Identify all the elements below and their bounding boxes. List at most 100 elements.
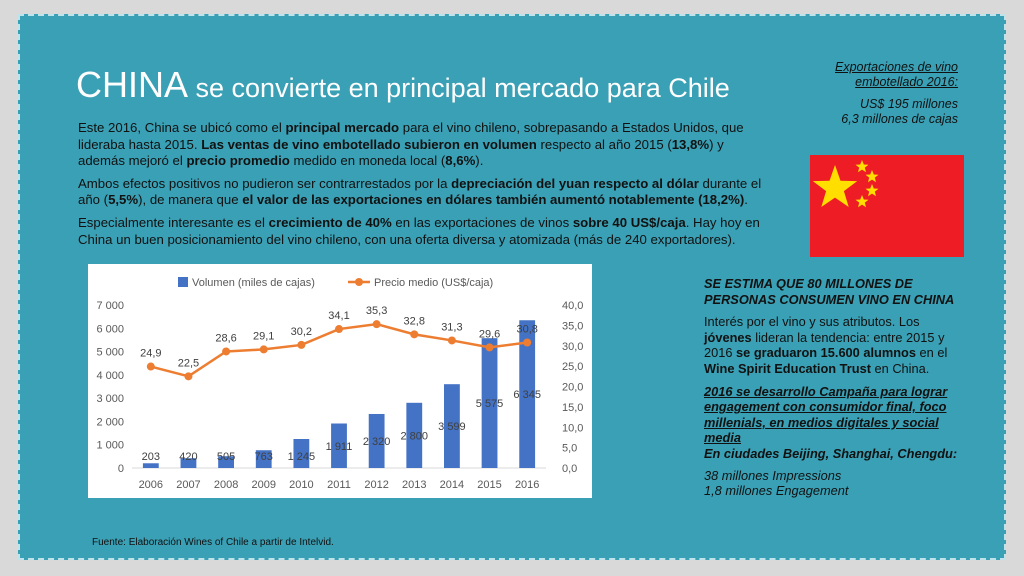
text-run: Las ventas de vino embotellado subieron … xyxy=(201,136,537,152)
body-paragraph-3: Especialmente interesante es el crecimie… xyxy=(78,215,768,248)
legend-marker-precio xyxy=(355,278,363,286)
text-run: crecimiento de 40% xyxy=(268,214,392,230)
text-run: para el vino chileno, sobrepasando a Est… xyxy=(78,120,744,152)
text-run: precio promedio xyxy=(186,153,290,169)
bar-data-label: 763 xyxy=(255,451,273,463)
export-cases: 6,3 millones de cajas xyxy=(841,112,958,126)
point-precio xyxy=(372,320,381,329)
x-tick-label: 2015 xyxy=(477,479,501,491)
text-run: durante el año ( xyxy=(78,175,762,208)
bar-data-label: 5 575 xyxy=(476,398,504,410)
y2-tick-label: 25,0 xyxy=(562,361,583,373)
y2-tick-label: 5,0 xyxy=(562,443,577,455)
line-data-label: 30,2 xyxy=(291,326,312,338)
bar-volumen xyxy=(368,413,385,468)
text-run: Ambos efectos positivos no pudieron ser … xyxy=(78,175,452,191)
chart-container: Volumen (miles de cajas) Precio medio (U… xyxy=(88,264,592,498)
bar-data-label: 3 599 xyxy=(438,421,466,433)
campaign-text: 2016 se desarrollo Campaña para lograr e… xyxy=(704,383,948,446)
y-tick-label: 1 000 xyxy=(96,440,124,452)
y-tick-label: 3 000 xyxy=(96,393,124,405)
point-precio xyxy=(335,325,343,334)
text-run: 5,5% xyxy=(108,192,139,208)
x-tick-label: 2011 xyxy=(327,479,351,491)
point-precio xyxy=(447,336,456,345)
y2-tick-label: 35,0 xyxy=(562,320,583,332)
line-data-label: 32,8 xyxy=(404,315,425,327)
y-tick-label: 5 000 xyxy=(96,347,124,359)
text-run: sobre 40 US$/caja xyxy=(572,214,686,230)
text-run: Wine Spirit Education Trust xyxy=(704,360,871,376)
bar-volumen xyxy=(519,320,536,468)
y2-tick-label: 15,0 xyxy=(562,402,583,414)
text-run: jóvenes xyxy=(704,329,752,345)
y-tick-label: 7 000 xyxy=(96,300,124,312)
x-tick-label: 2009 xyxy=(251,479,275,491)
point-precio xyxy=(523,338,532,347)
point-precio xyxy=(146,362,155,371)
bar-volumen xyxy=(218,456,234,468)
point-precio xyxy=(184,372,193,381)
bar-volumen xyxy=(293,439,310,468)
point-precio xyxy=(222,347,231,356)
y2-tick-label: 40,0 xyxy=(562,300,583,312)
chart-legend: Volumen (miles de cajas) Precio medio (U… xyxy=(178,277,493,289)
source-note: Fuente: Elaboración Wines of Chile a par… xyxy=(92,537,334,548)
impressions-text: 38 millones Impressions xyxy=(704,467,842,483)
export-value: US$ 195 millones xyxy=(860,97,958,111)
engagement-text: 1,8 millones Engagement xyxy=(704,483,849,499)
text-run: el valor de las exportaciones en dólares… xyxy=(242,192,745,208)
bar-data-label: 2 800 xyxy=(401,430,429,442)
bar-data-label: 203 xyxy=(142,451,160,463)
cities-text: En ciudades Beijing, Shanghai, Chengdu: xyxy=(704,445,958,461)
page-title: CHINA se convierte en principal mercado … xyxy=(76,64,730,106)
y-tick-label: 6 000 xyxy=(96,323,124,335)
y-tick-label: 4 000 xyxy=(96,370,124,382)
title-rest: se convierte en principal mercado para C… xyxy=(188,73,730,103)
bar-data-label: 1 245 xyxy=(288,451,316,463)
line-data-label: 28,6 xyxy=(215,332,236,344)
point-precio xyxy=(297,340,306,349)
text-run: depreciación del yuan respecto al dólar xyxy=(451,175,699,191)
bar-volumen xyxy=(406,402,423,468)
text-run: ), de manera que xyxy=(138,192,243,208)
legend-swatch-volumen xyxy=(178,277,188,287)
text-run: ). xyxy=(475,153,484,169)
legend-label-volumen: Volumen (miles de cajas) xyxy=(192,277,315,289)
x-tick-label: 2012 xyxy=(364,479,388,491)
line-data-label: 30,8 xyxy=(516,323,537,335)
text-run: lideran la tendencia: entre 2015 y 2016 xyxy=(704,329,945,361)
text-run: Especialmente interesante es el xyxy=(78,214,269,230)
export-header: Exportaciones de vino embotellado 2016: xyxy=(835,60,958,89)
text-run: se graduaron 15.600 alumnos xyxy=(736,345,916,361)
text-run: Este 2016, China se ubicó como el xyxy=(78,120,286,135)
y2-tick-label: 30,0 xyxy=(562,341,583,353)
line-data-label: 29,1 xyxy=(253,330,274,342)
point-precio xyxy=(485,343,494,352)
text-run: en las exportaciones de vinos xyxy=(391,214,573,230)
text-run: Interés por el vino y sus atributos. Los xyxy=(704,314,920,330)
text-run: en China. xyxy=(870,360,930,376)
text-run: en el xyxy=(915,345,948,361)
combo-chart: Volumen (miles de cajas) Precio medio (U… xyxy=(96,277,583,491)
youth-trend-paragraph: Interés por el vino y sus atributos. Los… xyxy=(704,314,964,376)
y2-tick-label: 20,0 xyxy=(562,382,583,394)
text-run: . xyxy=(744,192,748,208)
bar-volumen xyxy=(142,463,159,468)
right-text-panel: SE ESTIMA QUE 80 MILLONES DE PERSONAS CO… xyxy=(704,276,964,506)
bar-data-label: 6 345 xyxy=(513,389,541,401)
point-precio xyxy=(259,345,268,354)
bar-data-label: 505 xyxy=(217,451,235,463)
text-run: respecto al año 2015 ( xyxy=(536,136,672,152)
legend-label-precio: Precio medio (US$/caja) xyxy=(374,277,493,289)
y2-tick-label: 10,0 xyxy=(562,422,583,434)
line-data-label: 22,5 xyxy=(178,357,199,369)
line-data-label: 29,6 xyxy=(479,328,500,340)
china-flag-image xyxy=(810,155,964,257)
x-tick-label: 2006 xyxy=(139,479,163,491)
line-data-label: 24,9 xyxy=(140,348,161,360)
x-tick-label: 2014 xyxy=(440,479,464,491)
text-run: principal mercado xyxy=(285,120,400,135)
text-run: ) y además mejoró el xyxy=(78,136,724,169)
bar-volumen xyxy=(255,450,272,468)
